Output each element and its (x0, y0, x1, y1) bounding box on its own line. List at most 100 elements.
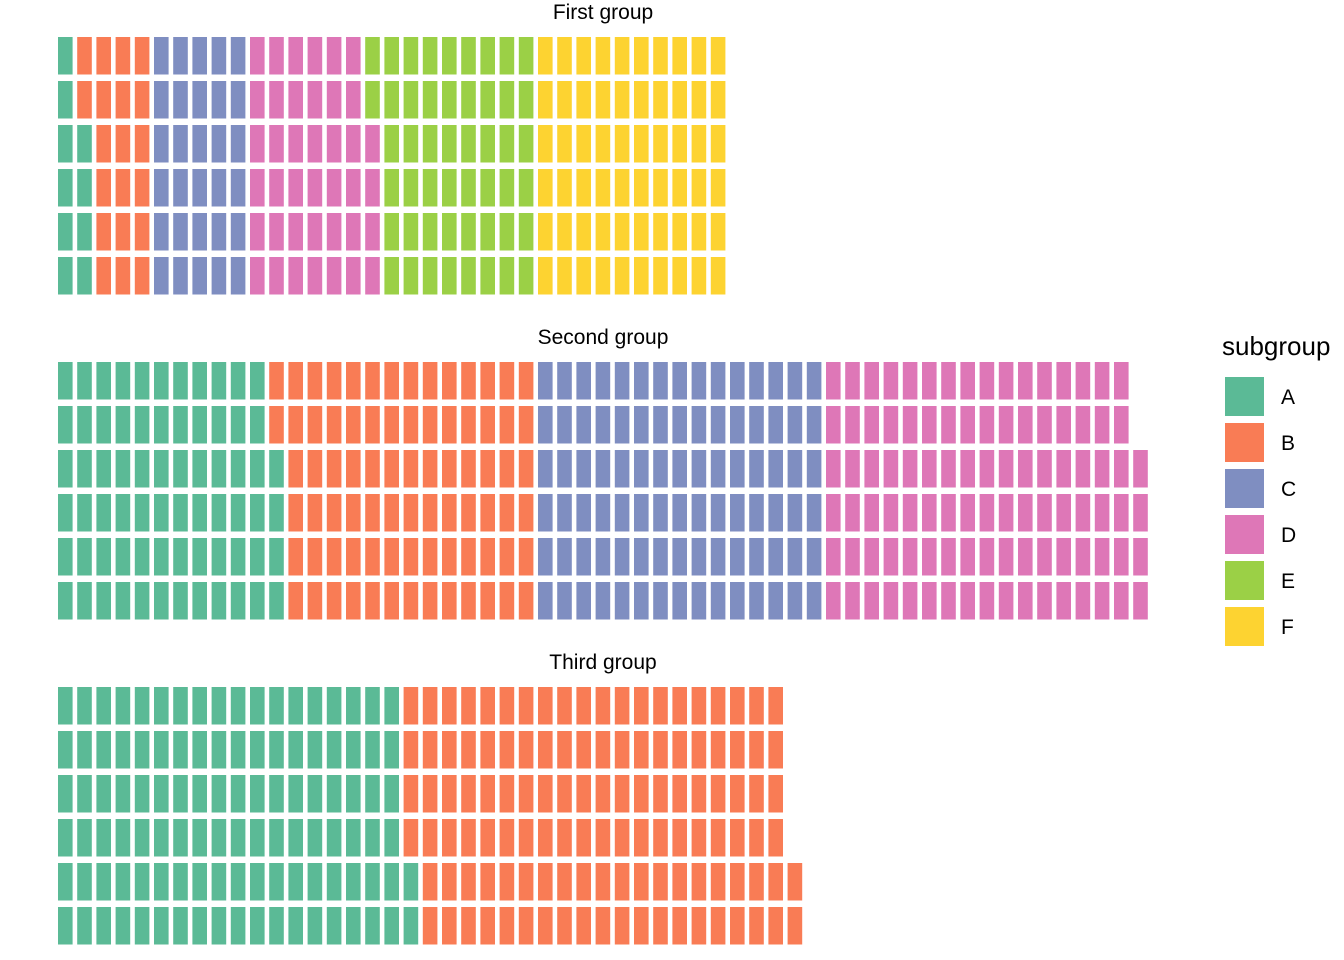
waffle-cell-b (653, 687, 668, 725)
waffle-cell-c (730, 362, 745, 400)
waffle-cell-e (442, 213, 457, 251)
waffle-cell-a (250, 863, 265, 901)
waffle-cell-b (576, 819, 591, 857)
waffle-cell-f (595, 257, 611, 295)
waffle-cell-a (134, 687, 150, 725)
waffle-cell-f (576, 169, 591, 207)
waffle-cell-b (346, 406, 361, 444)
waffle-cell-d (1133, 450, 1148, 488)
waffle-cell-d (1018, 406, 1033, 444)
waffle-cell-b (730, 863, 745, 901)
waffle-cell-b (576, 863, 591, 901)
waffle-cell-b (442, 450, 457, 488)
waffle-cell-e (480, 125, 495, 163)
waffle-cell-a (346, 731, 361, 769)
waffle-cell-d (1056, 406, 1071, 444)
waffle-cell-c (557, 538, 572, 576)
waffle-cell-a (269, 582, 284, 620)
waffle-cell-b (403, 362, 419, 400)
waffle-cell-b (384, 538, 399, 576)
waffle-cell-b (346, 494, 361, 532)
waffle-cell-d (326, 81, 342, 119)
waffle-cell-b (480, 907, 495, 945)
waffle-cell-d (269, 257, 284, 295)
waffle-cell-e (499, 37, 515, 75)
waffle-cell-d (826, 406, 841, 444)
waffle-cell-a (211, 775, 227, 813)
waffle-cell-f (557, 257, 572, 295)
waffle-cell-b (730, 907, 745, 945)
waffle-cell-a (250, 582, 265, 620)
waffle-cell-a (365, 687, 380, 725)
waffle-cell-a (192, 687, 207, 725)
waffle-cell-d (864, 494, 879, 532)
waffle-cell-a (230, 362, 246, 400)
waffle-cell-f (653, 81, 668, 119)
waffle-cell-b (768, 775, 783, 813)
waffle-cell-f (538, 125, 553, 163)
waffle-cell-a (134, 819, 150, 857)
waffle-cell-a (307, 907, 323, 945)
waffle-cell-b (346, 582, 361, 620)
waffle-cell-a (230, 731, 246, 769)
waffle-cell-d (902, 494, 918, 532)
waffle-cell-c (634, 406, 649, 444)
waffle-cell-d (365, 213, 380, 251)
waffle-cell-a (288, 863, 303, 901)
waffle-cell-d (979, 494, 995, 532)
waffle-cell-b (307, 582, 323, 620)
waffle-cell-d (326, 169, 342, 207)
waffle-cell-e (384, 125, 399, 163)
waffle-cell-d (902, 450, 918, 488)
waffle-cell-c (787, 406, 803, 444)
waffle-cell-b (422, 687, 438, 725)
waffle-cell-a (346, 775, 361, 813)
waffle-cell-b (499, 731, 515, 769)
waffle-cell-b (634, 907, 649, 945)
waffle-cell-b (557, 907, 572, 945)
waffle-cell-d (922, 494, 937, 532)
waffle-cell-b (346, 450, 361, 488)
waffle-cell-b (134, 257, 150, 295)
waffle-cell-c (672, 406, 687, 444)
waffle-cell-b (614, 775, 630, 813)
waffle-cell-c (730, 538, 745, 576)
panel-second-group: Second group (58, 326, 1148, 620)
waffle-cell-d (826, 494, 841, 532)
waffle-cell-b (518, 907, 534, 945)
waffle-cell-b (499, 450, 515, 488)
waffle-cell-e (499, 81, 515, 119)
waffle-cell-a (134, 907, 150, 945)
waffle-cell-b (768, 907, 783, 945)
waffle-cell-d (288, 169, 303, 207)
legend-key (1225, 423, 1264, 462)
waffle-cell-a (173, 538, 188, 576)
waffle-cell-c (691, 450, 707, 488)
waffle-cell-b (442, 907, 457, 945)
waffle-cell-d (1133, 538, 1148, 576)
waffle-cell-b (768, 731, 783, 769)
waffle-cell-b (691, 775, 707, 813)
waffle-cell-c (576, 450, 591, 488)
waffle-cell-f (634, 257, 649, 295)
waffle-cell-a (96, 450, 111, 488)
waffle-cell-a (58, 687, 73, 725)
waffle-cell-d (1018, 494, 1033, 532)
waffle-cell-d (979, 582, 995, 620)
waffle-cell-a (192, 775, 207, 813)
waffle-cell-b (480, 731, 495, 769)
waffle-cell-f (576, 37, 591, 75)
waffle-cell-a (250, 406, 265, 444)
waffle-cell-c (749, 538, 764, 576)
waffle-cell-a (269, 494, 284, 532)
waffle-cell-c (614, 450, 630, 488)
waffle-cell-d (250, 257, 265, 295)
waffle-cell-a (134, 582, 150, 620)
waffle-cell-b (422, 731, 438, 769)
waffle-cell-d (288, 37, 303, 75)
waffle-cell-b (787, 907, 803, 945)
waffle-cell-a (288, 907, 303, 945)
waffle-cell-d (845, 582, 860, 620)
waffle-cell-f (691, 37, 707, 75)
waffle-cell-c (710, 582, 726, 620)
